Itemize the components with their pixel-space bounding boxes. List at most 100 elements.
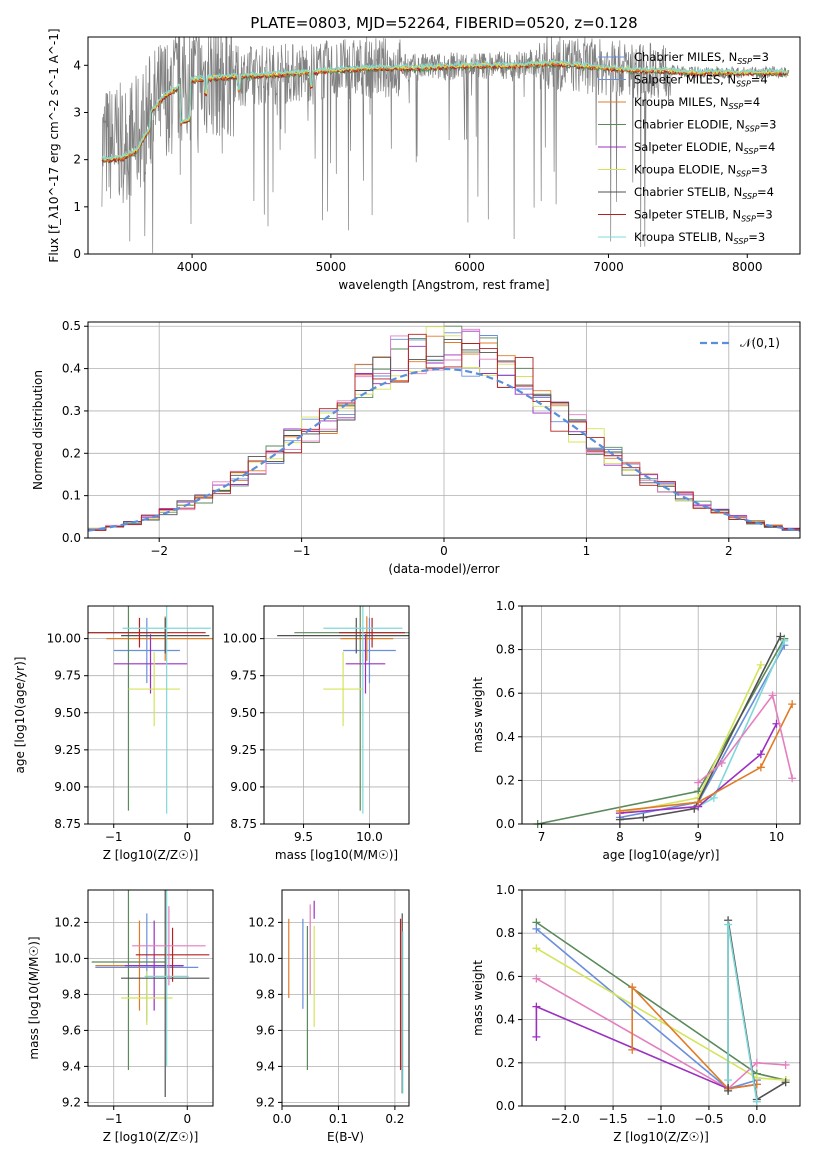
y-tick-label: 0.0 [496, 817, 515, 831]
mass-weight-line [535, 1005, 758, 1090]
x-axis-label: Z [log10(Z/Z☉)] [613, 1130, 709, 1144]
mass-weight-marker [694, 798, 703, 807]
x-tick-label: 7 [538, 830, 546, 844]
x-tick-label: −1.0 [646, 1112, 675, 1126]
y-tick-label: 9.8 [256, 987, 275, 1001]
x-tick-label: −0.5 [694, 1112, 723, 1126]
y-tick-label: 9.4 [256, 1059, 275, 1073]
x-tick-label: −1 [105, 830, 123, 844]
axes-spectrum: 4000 5000 6000 7000 8000 0 1 2 3 4 wavelength [Ang… [47, 28, 801, 292]
error-bar-point [339, 617, 406, 648]
mass-weight-marker [532, 1002, 541, 1011]
spectrum-legend: Chabrier MILES, NSSP=3 Salpeter MILES, NS… [598, 50, 776, 246]
mass-weight-line [619, 723, 778, 814]
x-tick-label: 0 [183, 1112, 191, 1126]
error-bar-point [132, 906, 206, 986]
mass-weight-line [619, 703, 793, 812]
x-tick-label: 10.0 [356, 830, 383, 844]
y-tick-label: 9.25 [230, 743, 257, 757]
mass-weight-line [619, 636, 782, 821]
axes-frame [281, 889, 410, 1107]
mass-weight-marker [709, 793, 718, 802]
y-tick-label: 10.2 [54, 915, 81, 929]
mass-weight-marker [532, 974, 541, 983]
y-tick-label: 9.00 [230, 780, 257, 794]
y-tick-label: 10.0 [248, 951, 275, 965]
x-tick-label: 5000 [316, 260, 347, 274]
y-tick-label: 10.00 [47, 632, 81, 646]
x-tick-label: −1.5 [598, 1112, 627, 1126]
normal-curve [87, 367, 801, 532]
error-bar-point [122, 606, 211, 814]
x-tick-label: 1 [583, 544, 591, 558]
mass-weight-marker [724, 1076, 733, 1085]
x-tick-label: 4000 [177, 260, 208, 274]
mass-weight-marker [776, 632, 785, 641]
y-tick-label: 1.0 [496, 883, 515, 897]
y-tick-label: 9.50 [230, 706, 257, 720]
y-tick-label: 10.2 [248, 915, 275, 929]
x-tick-label: 6000 [454, 260, 485, 274]
chart-title: PLATE=0803, MJD=52264, FIBERID=0520, z=0… [250, 14, 637, 32]
x-tick-label: 9.5 [294, 830, 313, 844]
axes-mass_weight_vs_z: −2.0 −1.5 −1.0 −0.5 0.0 0.0 0.2 0.4 0.6 0.8 1.0 Z [… [471, 883, 801, 1144]
mass-weight-marker [780, 636, 789, 645]
y-tick-label: 0.5 [62, 319, 81, 333]
y-axis-label: mass weight [471, 677, 485, 753]
axes-mass_weight_vs_age: 7 8 9 10 0.0 0.2 0.4 0.6 0.8 1.0 age [log10(age/yr… [471, 599, 801, 862]
panel-mass_vs_ebv [281, 890, 409, 1106]
legend-label: Salpeter STELIB, NSSP=3 [634, 208, 773, 224]
y-tick-label: 9.8 [62, 987, 81, 1001]
mass-weight-marker [752, 1058, 761, 1067]
x-tick-label: −2 [150, 544, 168, 558]
y-tick-label: 0.2 [496, 773, 515, 787]
y-tick-label: 1 [73, 200, 81, 214]
x-tick-label: 7000 [593, 260, 624, 274]
error-bar-point [124, 920, 184, 1011]
x-tick-label: 0.0 [747, 1112, 766, 1126]
y-tick-label: 0.3 [62, 404, 81, 418]
axes-age_vs_mass: 9.5 10.0 8.75 9.00 9.25 9.50 9.75 10.00 mass [lo… [223, 605, 410, 862]
mass-weight-marker [781, 1078, 790, 1087]
x-tick-label: 0 [440, 544, 448, 558]
y-tick-label: 0.0 [496, 1099, 515, 1113]
error-bar-point [121, 617, 210, 654]
legend-label: Chabrier STELIB, NSSP=4 [634, 185, 774, 201]
mass-weight-marker [788, 774, 797, 783]
y-tick-label: 0.6 [496, 969, 515, 983]
y-tick-label: 8.75 [230, 817, 257, 831]
y-tick-label: 9.00 [54, 780, 81, 794]
y-axis-label: mass [log10(M/M☉)] [27, 936, 41, 1059]
legend-label: Chabrier ELODIE, NSSP=3 [634, 118, 776, 134]
legend-label: Kroupa STELIB, NSSP=3 [634, 230, 765, 246]
y-tick-label: 2 [73, 153, 81, 167]
y-tick-label: 10.0 [54, 951, 81, 965]
y-axis-label: Normed distribution [31, 370, 45, 490]
mass-weight-marker [756, 660, 765, 669]
y-axis-label: Flux [f_λ10^-17 erg cm^-2 s^-1 A^-1] [47, 28, 61, 262]
x-tick-label: 2 [725, 544, 733, 558]
spectrum-model-line [101, 58, 789, 161]
axes-residuals: −2 −1 0 1 2 0.0 0.1 0.2 0.3 0.4 0.5 (data-model)/er… [31, 319, 801, 576]
error-bar-point [340, 616, 394, 661]
y-axis-label: age [log10(age/yr)] [13, 657, 27, 774]
mass-weight-marker [628, 1045, 637, 1054]
axes-mass_vs_ebv: 0.0 0.1 0.2 9.2 9.4 9.6 9.8 10.0 10.2 E(B-V) [248, 889, 410, 1144]
y-tick-label: 10.00 [223, 632, 257, 646]
mass-weight-marker [768, 691, 777, 700]
x-tick-label: 9 [694, 830, 702, 844]
y-tick-label: 9.2 [256, 1095, 275, 1109]
mass-weight-marker [781, 1060, 790, 1069]
mass-weight-marker [724, 920, 733, 929]
error-bar-point [121, 971, 173, 1025]
mass-weight-marker [532, 1032, 541, 1041]
y-tick-label: 0.0 [62, 531, 81, 545]
error-bar-point [323, 651, 363, 727]
x-axis-label: (data-model)/error [388, 562, 499, 576]
x-tick-label: 0 [183, 830, 191, 844]
mass-weight-marker [717, 758, 726, 767]
y-tick-label: 0.4 [496, 730, 515, 744]
mass-weight-marker [752, 1097, 761, 1106]
axes-mass_vs_z: −1 0 9.2 9.4 9.6 9.8 10.0 10.2 Z [log10(Z/Z☉)] ma… [27, 889, 214, 1144]
y-tick-label: 9.4 [62, 1059, 81, 1073]
